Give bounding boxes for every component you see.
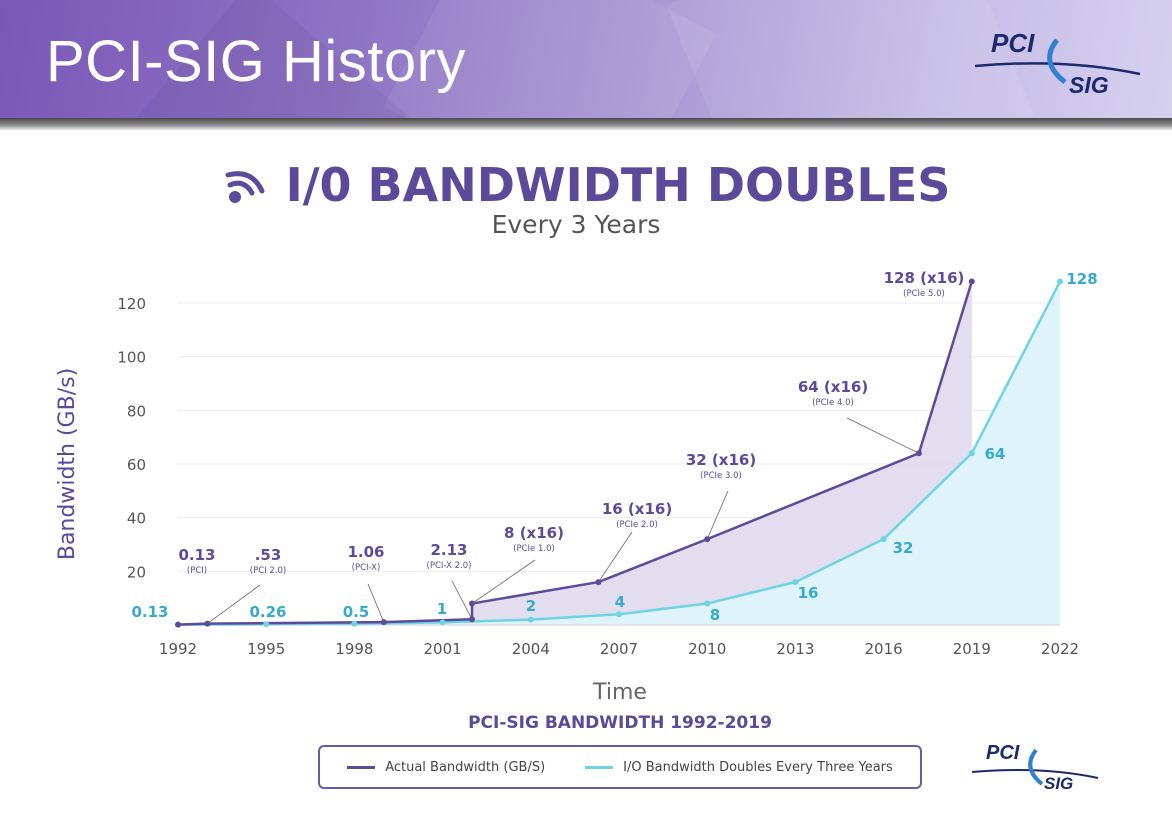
- y-tick-label: 20: [127, 563, 146, 581]
- y-tick-label: 80: [127, 402, 146, 420]
- x-tick-label: 2007: [600, 640, 638, 658]
- x-tick-label: 1995: [247, 640, 285, 658]
- doubling-point: [527, 616, 534, 623]
- actual-spec-label: (PCIe 4.0): [812, 398, 854, 408]
- wifi-icon: [222, 162, 272, 216]
- x-tick-label: 2013: [776, 640, 814, 658]
- footer-logo-text-pci: PCI: [986, 742, 1020, 764]
- doubling-point: [704, 600, 711, 607]
- x-tick-label: 2004: [512, 640, 550, 658]
- x-axis-label: Time: [592, 680, 647, 705]
- actual-data-label: 16 (x16): [602, 500, 672, 518]
- actual-data-label: 128 (x16): [884, 269, 965, 287]
- legend-label-doubling: I/O Bandwidth Doubles Every Three Years: [623, 759, 893, 775]
- doubling-data-label: 16: [798, 584, 819, 602]
- actual-data-label: 0.13: [178, 546, 215, 564]
- doubling-data-label: 0.13: [131, 603, 168, 621]
- doubling-data-label: 0.5: [343, 603, 370, 621]
- actual-area: [178, 281, 972, 625]
- footer-pci-sig-logo: PCI SIG: [972, 740, 1102, 796]
- doubling-data-label: 64: [985, 445, 1006, 463]
- chart-caption: PCI-SIG BANDWIDTH 1992-2019: [468, 713, 772, 733]
- legend-item-actual: Actual Bandwidth (GB/S): [347, 760, 545, 775]
- leader-line: [706, 490, 729, 540]
- actual-point: [175, 621, 181, 628]
- logo-text-pci: PCI: [991, 28, 1035, 58]
- header-shadow: [0, 118, 1172, 130]
- doubling-point: [263, 621, 270, 628]
- actual-data-label: 32 (x16): [686, 451, 756, 469]
- y-tick-label: 100: [117, 349, 146, 367]
- logo-swoosh-icon: [975, 38, 1141, 84]
- actual-data-label: 2.13: [430, 541, 467, 559]
- leader-line: [207, 584, 261, 624]
- doubling-data-label: 32: [893, 539, 914, 557]
- logo-text-sig: SIG: [1069, 72, 1109, 98]
- doubling-point: [351, 620, 358, 627]
- footer-logo-swoosh-icon: [972, 748, 1099, 786]
- doubling-point: [616, 611, 622, 618]
- pci-sig-logo: PCI SIG: [975, 22, 1145, 102]
- x-tick-label: 2019: [953, 640, 991, 658]
- slide-title: PCI-SIG History: [46, 29, 466, 94]
- x-tick-label: 2016: [865, 640, 903, 658]
- y-tick-label: 40: [127, 510, 146, 528]
- leader-line: [846, 417, 920, 454]
- x-tick-label: 1998: [335, 640, 373, 658]
- doubling-data-label: 4: [615, 593, 625, 611]
- y-axis-label: Bandwidth (GB/s): [55, 368, 80, 560]
- legend-label-actual: Actual Bandwidth (GB/S): [385, 759, 546, 775]
- leader-line: [367, 583, 385, 623]
- chart-subtitle: Every 3 Years: [491, 210, 661, 239]
- legend-swatch-doubling: [585, 765, 614, 769]
- x-tick-label: 2010: [688, 640, 726, 658]
- doubling-point: [880, 536, 887, 543]
- actual-spec-label: (PCI-X 2.0): [427, 561, 472, 571]
- chart-legend: Actual Bandwidth (GB/S) I/O Bandwidth Do…: [318, 745, 922, 789]
- actual-spec-label: (PCI): [187, 566, 207, 576]
- legend-item-doubling: I/O Bandwidth Doubles Every Three Years: [585, 760, 893, 775]
- leader-line: [471, 559, 536, 604]
- actual-spec-label: (PCIe 3.0): [700, 471, 742, 481]
- doubling-data-label: 128: [1066, 270, 1097, 288]
- leader-line: [451, 580, 473, 620]
- actual-spec-label: (PCIe 5.0): [903, 289, 945, 299]
- doubling-point: [968, 450, 975, 457]
- doubling-data-label: 8: [710, 606, 720, 624]
- doubling-area: [178, 281, 1060, 625]
- actual-spec-label: (PCIe 2.0): [616, 520, 658, 530]
- header-banner: PCI-SIG History PCI SIG: [0, 0, 1172, 118]
- doubling-point: [792, 579, 799, 586]
- y-tick-label: 120: [117, 295, 146, 313]
- legend-swatch-actual: [347, 765, 376, 769]
- actual-spec-label: (PCI 2.0): [250, 566, 286, 576]
- x-tick-label: 2022: [1041, 640, 1079, 658]
- chart-title: I/0 BANDWIDTH DOUBLES: [0, 158, 1172, 216]
- actual-spec-label: (PCIe 1.0): [513, 544, 555, 554]
- doubling-point: [439, 619, 446, 626]
- actual-data-label: 64 (x16): [798, 378, 868, 396]
- actual-data-label: .53: [255, 546, 282, 564]
- x-tick-label: 1992: [159, 640, 197, 658]
- actual-data-label: 8 (x16): [504, 524, 564, 542]
- y-tick-label: 60: [127, 456, 146, 474]
- actual-point: [968, 278, 975, 285]
- footer-logo-text-sig: SIG: [1044, 774, 1074, 793]
- chart-title-text: I/0 BANDWIDTH DOUBLES: [285, 158, 951, 212]
- doubling-point: [1057, 278, 1063, 285]
- doubling-data-label: 1: [437, 600, 447, 618]
- doubling-data-label: 2: [526, 597, 536, 615]
- actual-data-label: 1.06: [347, 543, 384, 561]
- x-tick-label: 2001: [424, 640, 462, 658]
- doubling-data-label: 0.26: [249, 603, 286, 621]
- leader-line: [598, 531, 633, 583]
- actual-spec-label: (PCI-X): [352, 563, 381, 573]
